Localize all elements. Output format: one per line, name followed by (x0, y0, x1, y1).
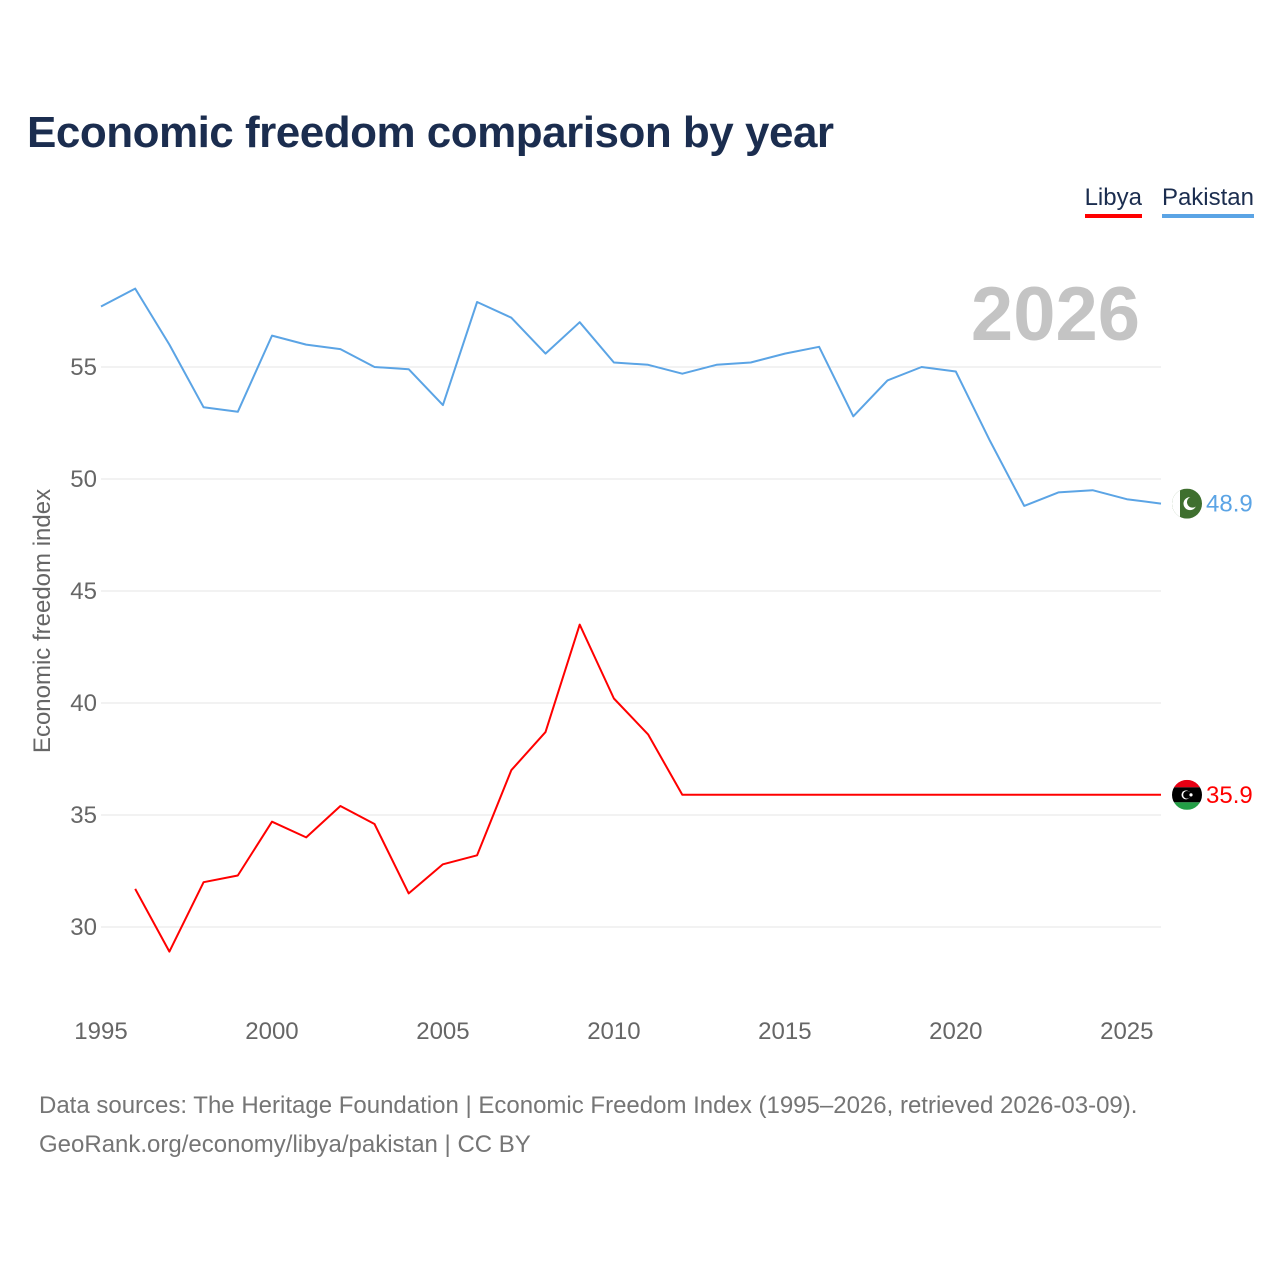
chart-title: Economic freedom comparison by year (27, 108, 834, 157)
series-lines (100, 287, 1162, 953)
y-tick-55: 55 (70, 354, 97, 381)
end-label-pakistan: 48.9 (1206, 491, 1253, 518)
footer-link[interactable]: GeoRank.org/economy/libya/pakistan | CC … (39, 1131, 531, 1158)
y-tick-labels: 30 35 40 45 50 55 (70, 354, 97, 941)
x-tick-2010: 2010 (587, 1018, 640, 1045)
x-tick-2025: 2025 (1100, 1018, 1153, 1045)
pakistan-flag-icon (1172, 488, 1202, 519)
series-line-libya (134, 623, 1161, 953)
x-tick-2000: 2000 (245, 1018, 298, 1045)
x-tick-labels: 1995 2000 2005 2010 2015 2020 2025 (74, 1018, 1153, 1045)
end-markers: 48.9 35.9 (1172, 488, 1253, 810)
legend-item-pakistan[interactable]: Pakistan (1161, 184, 1254, 218)
series-line-pakistan (100, 287, 1162, 507)
x-tick-2015: 2015 (758, 1018, 811, 1045)
y-tick-40: 40 (70, 690, 97, 717)
libya-flag-icon (1172, 779, 1202, 810)
footer: Data sources: The Heritage Foundation | … (39, 1086, 1137, 1164)
end-marker-libya (1172, 779, 1202, 810)
y-tick-35: 35 (70, 802, 97, 829)
x-tick-2020: 2020 (929, 1018, 982, 1045)
y-tick-30: 30 (70, 914, 97, 941)
y-gridlines (101, 366, 1161, 928)
y-tick-45: 45 (70, 578, 97, 605)
x-tick-1995: 1995 (74, 1018, 127, 1045)
end-marker-pakistan (1172, 488, 1202, 519)
legend: Libya Pakistan (1084, 184, 1254, 218)
end-label-libya: 35.9 (1206, 782, 1253, 809)
x-tick-2005: 2005 (416, 1018, 469, 1045)
footer-sources: Data sources: The Heritage Foundation | … (39, 1092, 1138, 1119)
legend-item-libya[interactable]: Libya (1084, 184, 1142, 218)
year-watermark: 2026 (971, 272, 1140, 357)
y-tick-50: 50 (70, 466, 97, 493)
y-axis-label: Economic freedom index (29, 489, 56, 753)
